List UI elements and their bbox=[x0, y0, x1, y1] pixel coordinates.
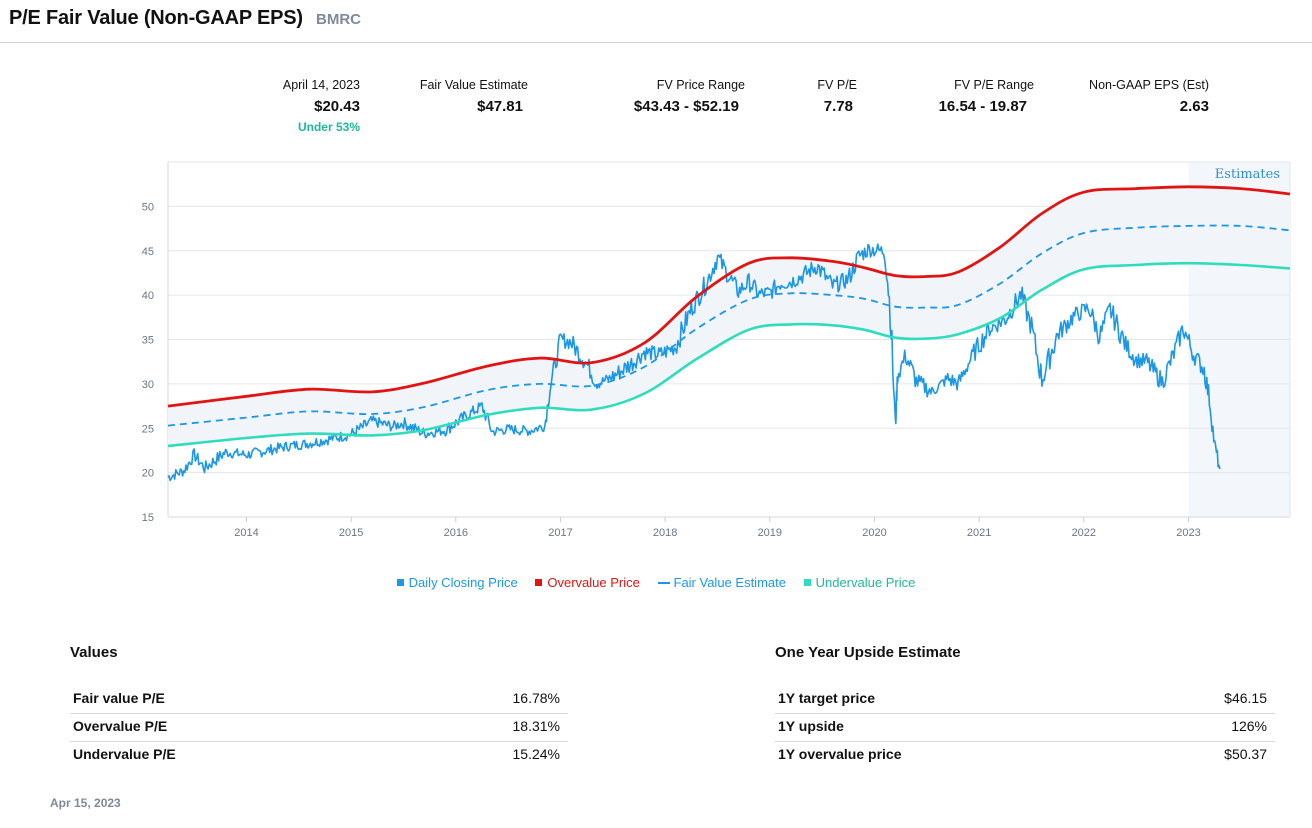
page-header: P/E Fair Value (Non-GAAP EPS) BMRC bbox=[0, 0, 1312, 43]
legend-label-daily: Daily Closing Price bbox=[408, 575, 518, 590]
stat-fv-price-range: FV Price Range $43.43 - $52.19 bbox=[600, 78, 745, 115]
x-tick-label: 2020 bbox=[862, 527, 886, 539]
fair-value-band bbox=[168, 186, 1290, 446]
stat-label: April 14, 2023 bbox=[282, 78, 360, 92]
x-tick-label: 2019 bbox=[758, 527, 782, 539]
y-tick-label: 50 bbox=[142, 201, 154, 213]
table-row: Overvalue P/E 18.31% bbox=[70, 714, 568, 742]
row-value: 15.24% bbox=[512, 746, 560, 762]
y-tick-label: 20 bbox=[142, 468, 154, 480]
legend-item-daily[interactable]: Daily Closing Price bbox=[396, 575, 518, 590]
legend-item-fair[interactable]: Fair Value Estimate bbox=[657, 575, 786, 590]
y-tick-label: 25 bbox=[142, 423, 154, 435]
legend-label-fair: Fair Value Estimate bbox=[673, 575, 786, 590]
stat-fv-pe-range: FV P/E Range 16.54 - 19.87 bbox=[910, 78, 1034, 115]
row-value: 126% bbox=[1231, 718, 1267, 734]
legend-marker-under bbox=[803, 579, 811, 587]
x-tick-label: 2017 bbox=[548, 527, 572, 539]
row-label: 1Y overvalue price bbox=[778, 746, 902, 762]
stat-value: 16.54 - 19.87 bbox=[938, 98, 1027, 115]
row-label: Overvalue P/E bbox=[73, 718, 168, 734]
x-tick-label: 2015 bbox=[339, 527, 363, 539]
stat-fair-value: Fair Value Estimate $47.81 bbox=[398, 78, 528, 115]
row-label: Fair value P/E bbox=[73, 690, 165, 706]
row-label: 1Y target price bbox=[778, 690, 876, 706]
stat-value: $47.81 bbox=[477, 98, 523, 115]
legend-marker-over bbox=[535, 579, 543, 587]
ticker-symbol: BMRC bbox=[316, 11, 361, 28]
row-value: 18.31% bbox=[512, 718, 560, 734]
stat-label: Non-GAAP EPS (Est) bbox=[1089, 78, 1209, 92]
stat-value: $20.43 bbox=[314, 98, 360, 115]
series-line-overvalue-price bbox=[167, 185, 1291, 408]
stat-label: FV P/E Range bbox=[954, 78, 1034, 92]
legend-marker-daily bbox=[396, 579, 404, 587]
row-value: 16.78% bbox=[512, 690, 560, 706]
values-title: Values bbox=[70, 644, 118, 661]
stat-value: $43.43 - $52.19 bbox=[633, 98, 739, 115]
row-value: $50.37 bbox=[1224, 746, 1267, 762]
x-tick-label: 2023 bbox=[1176, 527, 1200, 539]
stat-fv-pe: FV P/E 7.78 bbox=[790, 78, 857, 115]
legend-label-over: Overvalue Price bbox=[547, 575, 640, 590]
upside-title: One Year Upside Estimate bbox=[775, 644, 961, 661]
y-tick-label: 15 bbox=[142, 512, 154, 524]
legend-label-under: Undervalue Price bbox=[815, 575, 916, 590]
y-tick-label: 30 bbox=[142, 379, 154, 391]
series-line-fair-value-estimate bbox=[167, 224, 1291, 427]
estimates-label: Estimates bbox=[1215, 167, 1280, 182]
x-tick-label: 2021 bbox=[967, 527, 991, 539]
y-tick-label: 45 bbox=[142, 246, 154, 258]
row-label: 1Y upside bbox=[778, 718, 844, 734]
stat-label: FV Price Range bbox=[656, 78, 745, 92]
x-tick-label: 2016 bbox=[444, 527, 468, 539]
x-tick-label: 2022 bbox=[1072, 527, 1096, 539]
table-row: 1Y upside 126% bbox=[775, 714, 1275, 742]
legend-item-over[interactable]: Overvalue Price bbox=[535, 575, 640, 590]
table-row: 1Y target price $46.15 bbox=[775, 686, 1275, 714]
page-title: P/E Fair Value (Non-GAAP EPS) bbox=[9, 7, 303, 29]
stat-label: FV P/E bbox=[817, 78, 857, 92]
footer-date: Apr 15, 2023 bbox=[50, 796, 121, 810]
chart-legend: Daily Closing Price Overvalue Price Fair… bbox=[0, 575, 1312, 590]
upside-table: 1Y target price $46.15 1Y upside 126% 1Y… bbox=[775, 686, 1275, 770]
stat-under-percent: Under 53% bbox=[297, 120, 360, 134]
x-tick-label: 2018 bbox=[653, 527, 677, 539]
row-label: Undervalue P/E bbox=[73, 746, 176, 762]
series-line-daily-closing-price bbox=[167, 243, 1221, 482]
series-line-undervalue-price bbox=[167, 261, 1291, 448]
legend-item-under[interactable]: Undervalue Price bbox=[803, 575, 916, 590]
y-tick-label: 40 bbox=[142, 290, 154, 302]
table-row: 1Y overvalue price $50.37 bbox=[775, 742, 1275, 770]
values-table: Fair value P/E 16.78% Overvalue P/E 18.3… bbox=[70, 686, 568, 770]
y-tick-label: 35 bbox=[142, 335, 154, 347]
table-row: Fair value P/E 16.78% bbox=[70, 686, 568, 714]
legend-marker-fair bbox=[657, 581, 670, 584]
stat-value: 7.78 bbox=[823, 98, 853, 115]
stat-current-price: April 14, 2023 $20.43 Under 53% bbox=[240, 78, 360, 134]
x-tick-label: 2014 bbox=[234, 527, 258, 539]
stat-label: Fair Value Estimate bbox=[419, 78, 528, 92]
table-row: Undervalue P/E 15.24% bbox=[70, 742, 568, 770]
stat-value: 2.63 bbox=[1179, 98, 1209, 115]
stat-eps-estimate: Non-GAAP EPS (Est) 2.63 bbox=[1070, 78, 1209, 115]
pe-fair-value-chart: 15 20 25 30 35 40 45 50 2014 2015 2016 2017 2018 2019… bbox=[142, 161, 1291, 539]
row-value: $46.15 bbox=[1224, 690, 1267, 706]
